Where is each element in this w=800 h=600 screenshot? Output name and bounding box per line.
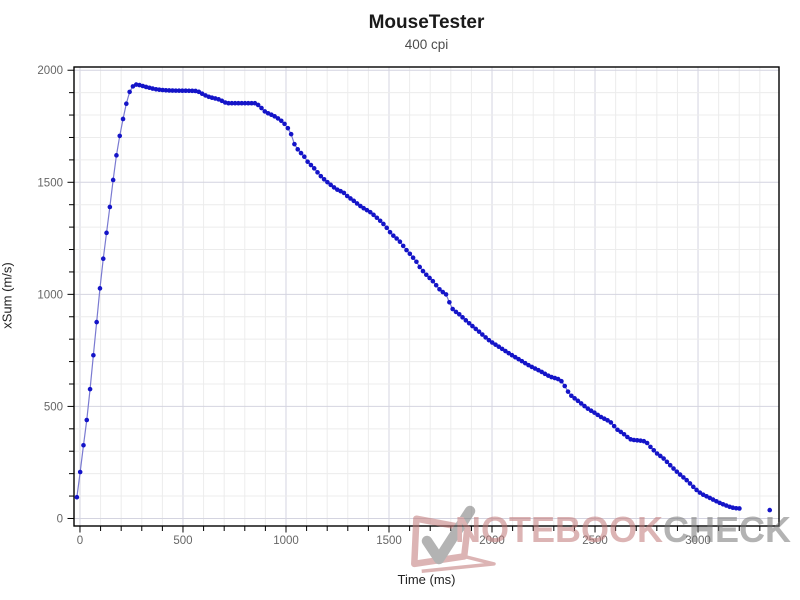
- svg-text:3000: 3000: [685, 535, 711, 547]
- svg-text:0: 0: [77, 535, 83, 547]
- svg-text:1000: 1000: [37, 289, 63, 301]
- svg-text:2500: 2500: [582, 535, 608, 547]
- svg-text:1000: 1000: [273, 535, 299, 547]
- svg-text:1500: 1500: [37, 177, 63, 189]
- svg-text:500: 500: [173, 535, 192, 547]
- svg-text:500: 500: [44, 401, 63, 413]
- svg-text:2000: 2000: [37, 65, 63, 77]
- svg-text:2000: 2000: [479, 535, 505, 547]
- svg-text:0: 0: [57, 513, 63, 525]
- svg-text:1500: 1500: [376, 535, 402, 547]
- svg-text:NOTEBOOKCHECK: NOTEBOOKCHECK: [455, 509, 791, 550]
